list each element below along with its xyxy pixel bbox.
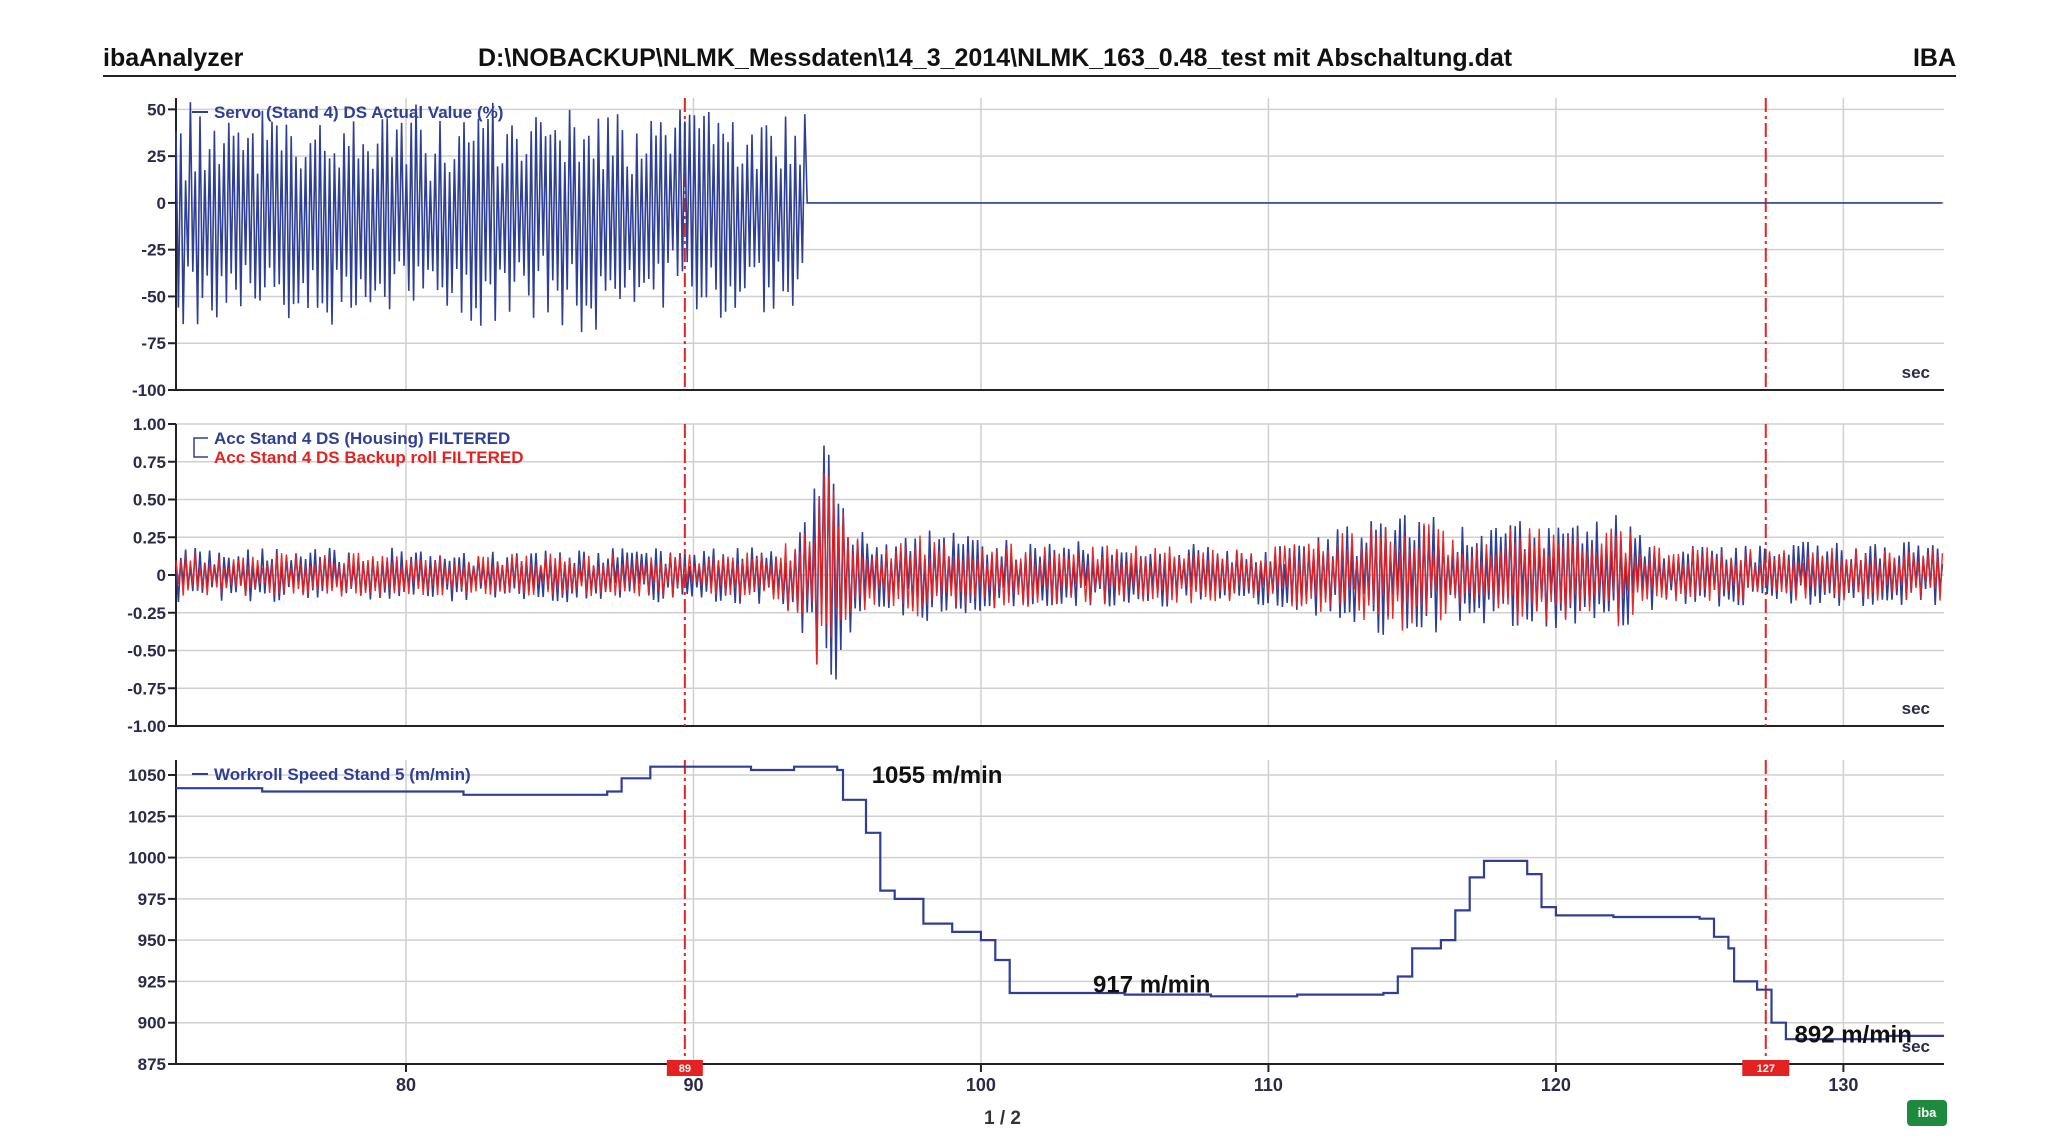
y-tick-label: -0.75 (127, 679, 166, 698)
y-tick-label: 975 (138, 890, 166, 909)
x-tick-label: 120 (1541, 1075, 1571, 1095)
iba-logo-icon: iba (1907, 1100, 1947, 1126)
legend-entry: Workroll Speed Stand 5 (m/min) (214, 765, 471, 784)
marker-tag (1742, 1060, 1790, 1076)
y-tick-label: 50 (147, 100, 166, 119)
x-unit-label: sec (1902, 1037, 1930, 1056)
y-tick-label: 1050 (128, 766, 166, 785)
header-rule (103, 75, 1956, 77)
legend-entry: Servo (Stand 4) DS Actual Value (%) (214, 103, 503, 122)
y-tick-label: 0.25 (133, 528, 166, 547)
y-tick-label: 0.75 (133, 453, 166, 472)
y-tick-label: -0.50 (127, 642, 166, 661)
x-tick-label: 80 (396, 1075, 416, 1095)
y-tick-label: -100 (132, 381, 166, 400)
y-tick-label: -1.00 (127, 717, 166, 736)
file-path: D:\NOBACKUP\NLMK_Messdaten\14_3_2014\NLM… (478, 44, 1513, 72)
x-tick-label: 130 (1828, 1075, 1858, 1095)
series-line-acc-1 (175, 473, 1944, 665)
series-line-speed (176, 765, 1944, 1041)
marker-tag (666, 1060, 703, 1076)
y-tick-label: -75 (141, 334, 166, 353)
y-tick-label: 0 (157, 194, 166, 213)
page-indicator: 1 / 2 (984, 1108, 1021, 1129)
y-tick-label: 1025 (128, 807, 166, 826)
legend-bracket-icon (193, 437, 208, 458)
y-tick-label: -25 (141, 241, 166, 260)
y-tick-label: 950 (138, 931, 166, 950)
y-tick-label: 1000 (128, 849, 166, 868)
y-tick-label: 1.00 (133, 415, 166, 434)
x-unit-label: sec (1902, 363, 1930, 382)
x-tick-label: 110 (1254, 1075, 1283, 1095)
y-tick-label: -0.25 (127, 604, 166, 623)
speed-annotation: 917 m/min (1093, 972, 1210, 999)
speed-annotation: 892 m/min (1795, 1021, 1912, 1048)
x-tick-label: 100 (966, 1075, 996, 1095)
legend-entry: Acc Stand 4 DS (Housing) FILTERED (214, 429, 510, 448)
x-unit-label: sec (1902, 699, 1930, 718)
y-tick-label: 875 (138, 1055, 166, 1074)
y-tick-label: 0 (157, 566, 166, 585)
y-tick-label: 25 (147, 147, 166, 166)
series-line-servo-0 (175, 102, 1943, 333)
y-tick-label: 900 (138, 1014, 166, 1033)
legend-entry: Acc Stand 4 DS Backup roll FILTERED (214, 448, 524, 467)
brand-label: IBA (1912, 44, 1956, 72)
y-tick-label: 0.50 (133, 491, 166, 510)
marker-tag-label: 127 (1757, 1063, 1775, 1075)
speed-annotation: 1055 m/min (872, 762, 1003, 789)
x-tick-label: 90 (683, 1075, 703, 1095)
marker-tag-label: 89 (679, 1063, 691, 1075)
y-tick-label: 925 (138, 972, 166, 991)
y-tick-label: -50 (141, 287, 166, 306)
app-title: ibaAnalyzer (103, 44, 244, 72)
